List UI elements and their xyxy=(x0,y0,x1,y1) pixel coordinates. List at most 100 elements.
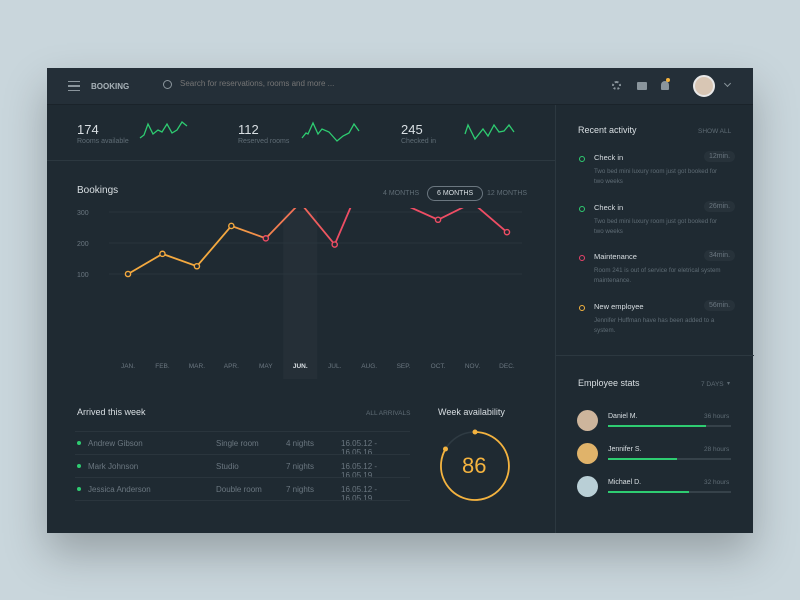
employee-stats-title: Employee stats xyxy=(578,378,640,388)
sparkline xyxy=(301,121,360,142)
status-ring-icon xyxy=(579,255,585,261)
stat-value: 112 xyxy=(238,122,259,137)
avatar[interactable] xyxy=(577,443,598,464)
stat-label: Rooms available xyxy=(77,138,129,145)
hours-bar xyxy=(608,425,731,427)
status-dot-icon xyxy=(77,441,81,445)
y-tick-label: 100 xyxy=(77,272,89,279)
dashboard-window: BOOKING 174 Rooms available 112 Reserved… xyxy=(47,68,754,533)
chevron-down-icon[interactable]: ▾ xyxy=(727,381,731,387)
activity-desc: Two bed mini luxury room just got booked… xyxy=(594,168,718,175)
dates: 16.05.12 - 16.05.19 xyxy=(341,485,378,503)
room-type: Studio xyxy=(216,462,239,471)
tab-4-months[interactable]: 4 MONTHS xyxy=(383,190,420,197)
menu-icon[interactable] xyxy=(68,81,80,91)
period-dropdown[interactable]: 7 DAYS xyxy=(701,381,724,388)
x-tick-label: JUN. xyxy=(293,363,308,370)
status-ring-icon xyxy=(579,156,585,162)
time-badge: 26min. xyxy=(704,200,736,212)
bell-icon[interactable] xyxy=(661,78,670,90)
chevron-down-icon[interactable] xyxy=(723,79,732,88)
room-type: Single room xyxy=(216,439,259,448)
x-tick-label: APR. xyxy=(224,363,239,370)
activity-desc: Room 241 is out of service for eletrical… xyxy=(594,267,721,274)
stat-label: Reserved rooms xyxy=(238,138,290,145)
time-badge: 12min. xyxy=(704,151,736,162)
stat-label: Checked in xyxy=(401,138,437,145)
top-bar: BOOKING xyxy=(47,68,753,105)
activity-title[interactable]: Check in xyxy=(594,153,624,162)
activity-title[interactable]: Maintenance xyxy=(594,252,637,261)
activity-desc: Two bed mini luxury room just got booked… xyxy=(594,217,718,225)
arrival-row[interactable]: Andrew Gibson Single room 4 nights 16.05.12… xyxy=(75,431,410,457)
time-badge: 34min. xyxy=(704,250,736,261)
bookings-line xyxy=(127,208,508,275)
status-ring-icon xyxy=(579,205,585,212)
activity-title[interactable]: Check in xyxy=(594,202,624,212)
x-tick-label: JAN. xyxy=(121,363,135,370)
employee-name: Jennifer S. xyxy=(608,446,642,453)
x-tick-label: NOV. xyxy=(465,363,480,370)
status-dot-icon xyxy=(77,464,81,468)
guest-name: Mark Johnson xyxy=(88,462,139,471)
hours-bar xyxy=(608,491,731,493)
status-ring-icon xyxy=(579,304,585,311)
guest-name: Andrew Gibson xyxy=(88,439,143,448)
search-input[interactable] xyxy=(180,79,430,88)
chat-icon[interactable] xyxy=(637,82,647,90)
right-panel: Recent activity SHOW ALL Check in 12min. T… xyxy=(555,105,754,533)
stat-value: 245 xyxy=(401,122,423,137)
nights: 4 nights xyxy=(286,439,315,448)
activity-desc: Jennifer Huffman have has been added to … xyxy=(594,316,715,324)
dates: 16.05.12 - 16.05.19 xyxy=(341,462,378,480)
x-tick-label: SEP. xyxy=(397,363,411,370)
avatar[interactable] xyxy=(577,410,598,431)
employee-hours: 36 hours xyxy=(704,413,730,420)
arrival-row[interactable]: Jessica Anderson Double room 7 nights 16.05… xyxy=(75,477,410,503)
all-arrivals-link[interactable]: ALL ARRIVALS xyxy=(366,410,411,417)
hours-bar xyxy=(608,458,731,460)
sparklines xyxy=(139,121,515,142)
highlight-column xyxy=(283,211,318,379)
data-point[interactable] xyxy=(262,235,270,242)
data-point[interactable] xyxy=(124,270,132,278)
activity-desc: two weeks xyxy=(594,178,623,185)
x-tick-label: OCT. xyxy=(431,363,446,370)
tab-12-months[interactable]: 12 MONTHS xyxy=(487,190,528,197)
app-title: BOOKING xyxy=(91,82,130,91)
activity-desc: system. xyxy=(594,326,616,334)
employee-hours: 28 hours xyxy=(704,446,730,453)
activity-title[interactable]: New employee xyxy=(594,301,644,311)
avatar[interactable] xyxy=(693,75,715,97)
x-tick-label: MAY xyxy=(259,363,273,370)
gear-icon[interactable] xyxy=(612,81,621,90)
data-point[interactable] xyxy=(503,228,511,236)
stats-bar: 174 Rooms available 112 Reserved rooms 2… xyxy=(47,105,555,161)
activity-title: Recent activity xyxy=(578,125,637,135)
tab-6-months[interactable]: 6 MONTHS xyxy=(427,186,484,201)
avatar[interactable] xyxy=(577,476,598,497)
show-all-link[interactable]: SHOW ALL xyxy=(698,128,732,135)
data-point[interactable] xyxy=(331,241,339,248)
availability-title: Week availability xyxy=(438,407,505,417)
stat-value: 174 xyxy=(77,122,99,137)
search-icon[interactable] xyxy=(163,80,172,89)
data-point[interactable] xyxy=(434,216,442,224)
data-point[interactable] xyxy=(159,250,166,258)
data-point[interactable] xyxy=(193,262,201,270)
employee-hours: 32 hours xyxy=(704,479,730,486)
room-type: Double room xyxy=(216,485,262,494)
x-tick-label: FEB. xyxy=(155,363,170,370)
y-tick-label: 200 xyxy=(77,241,89,248)
arrival-row[interactable]: Mark Johnson Studio 7 nights 16.05.12 - 16.… xyxy=(75,454,410,480)
status-dot-icon xyxy=(77,487,81,491)
nights: 7 nights xyxy=(286,462,315,471)
sparkline xyxy=(464,123,515,141)
employee-name: Michael D. xyxy=(608,479,642,486)
sparkline xyxy=(139,121,188,139)
employee-name: Daniel M. xyxy=(608,413,638,420)
data-point[interactable] xyxy=(228,222,235,230)
dates: 16.05.12 - 16.05.16 xyxy=(341,439,378,457)
y-tick-label: 300 xyxy=(77,210,89,217)
x-tick-label: MAR. xyxy=(189,363,205,370)
